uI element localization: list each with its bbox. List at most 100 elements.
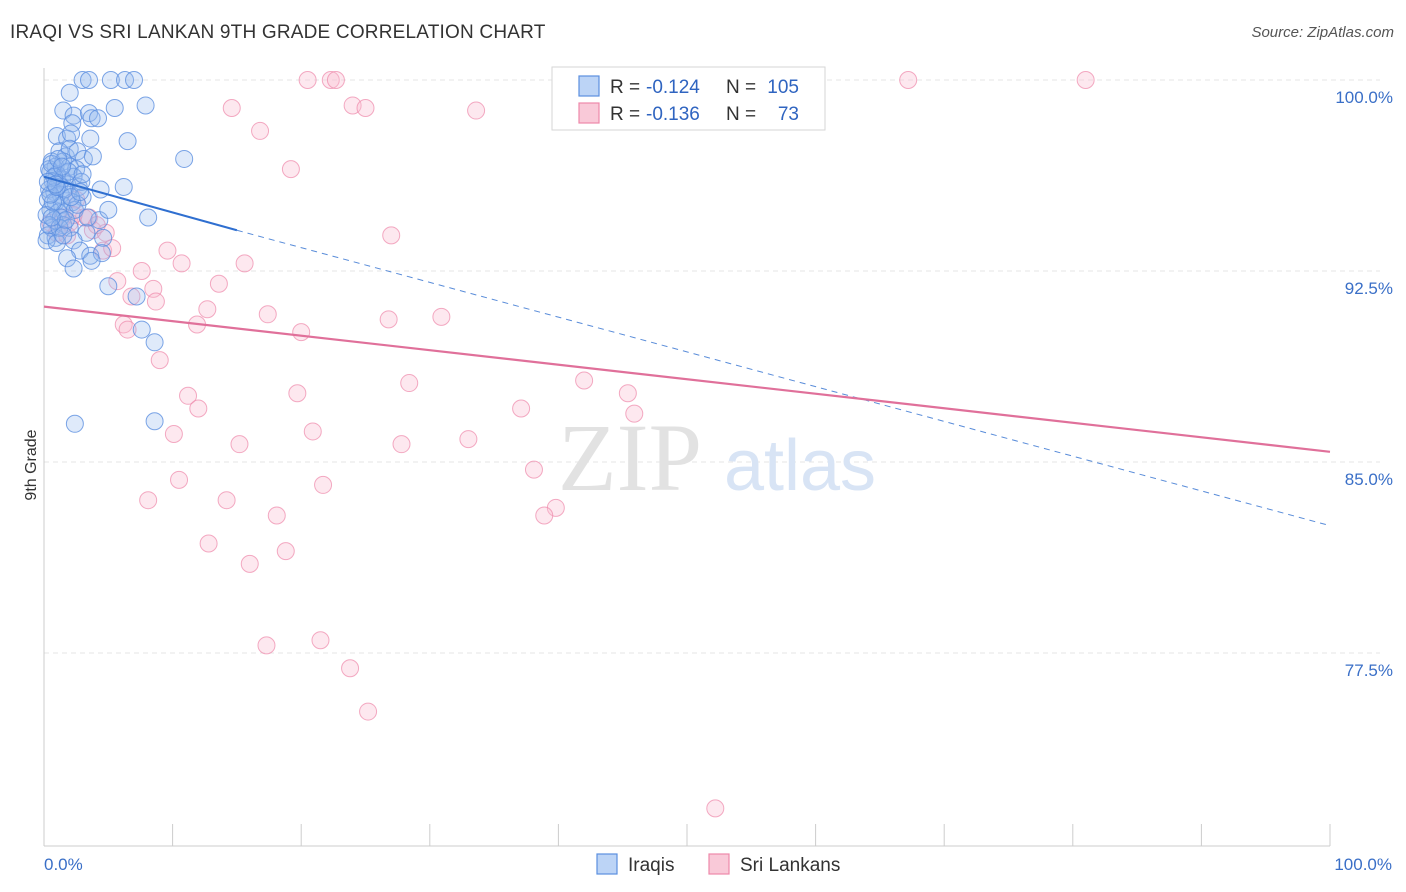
iraqis-point (132, 320, 151, 339)
iraqis-point (78, 208, 97, 227)
iraqis-point (145, 333, 164, 352)
iraqis-trend-line (43, 175, 238, 232)
iraqis-point (64, 106, 83, 125)
axes (43, 68, 1331, 847)
sri-lankans-point (240, 554, 259, 573)
legend-iraqis-r-value: -0.124 (646, 77, 700, 98)
legend-sri-lankans-n-value: 73 (778, 104, 799, 125)
iraqis-point (65, 414, 84, 433)
iraqis-point (90, 211, 109, 230)
sri-lankans-point (298, 71, 317, 89)
sri-lankans-point (432, 307, 451, 326)
sri-lankans-point (199, 534, 218, 553)
sri-lankans-point (618, 384, 637, 403)
iraqis-point (56, 211, 75, 230)
iraqis-point (139, 208, 158, 227)
legend-swatch-sri-lankans (578, 102, 600, 124)
iraqis-point (89, 109, 108, 128)
iraqis-point (58, 249, 77, 268)
x-tick-label-min: 0.0% (44, 855, 83, 874)
iraqis-point (60, 83, 79, 102)
sri-lankans-point (359, 702, 378, 721)
legend-sri-lankans-r-label: R = (610, 104, 640, 125)
sri-lankans-point (198, 300, 217, 319)
sri-lankans-point (257, 636, 276, 655)
sri-lankans-point (459, 430, 478, 449)
iraqis-point (136, 96, 155, 115)
bottom-legend: Iraqis Sri Lankans (596, 853, 840, 876)
sri-lankans-point (146, 292, 165, 311)
sri-lankans-point (292, 323, 311, 342)
sri-lankans-point (235, 254, 254, 273)
sri-lankans-point (467, 101, 486, 120)
iraqis-point (101, 71, 120, 89)
watermark-atlas: atlas (724, 426, 876, 506)
sri-lankans-trend-line (43, 305, 1331, 453)
y-tick-label-0: 100.0% (1335, 88, 1393, 107)
iraqis-point (81, 129, 100, 148)
sri-lankans-point (899, 71, 918, 89)
sri-lankans-point (1076, 71, 1095, 89)
sri-lankans-point (179, 386, 198, 405)
iraqis-point (175, 149, 194, 168)
sri-lankans-point (575, 371, 594, 390)
sri-lankans-point (209, 274, 228, 293)
sri-lankans-point (158, 241, 177, 260)
bottom-legend-iraqis: Iraqis (628, 855, 674, 876)
iraqis-point (54, 226, 73, 245)
sri-lankans-point (281, 160, 300, 179)
iraqis-point (127, 287, 146, 306)
iraqis-point (73, 71, 92, 89)
iraqis-point (47, 233, 66, 252)
iraqis-point (99, 277, 118, 296)
iraqis-point (82, 251, 101, 270)
legend-iraqis-r-label: R = (610, 77, 640, 98)
sri-lankans-point (341, 659, 360, 678)
sri-lankans-point (625, 404, 644, 423)
iraqis-point (105, 99, 124, 118)
iraqis-point (62, 124, 81, 143)
legend-swatch-iraqis (578, 75, 600, 97)
watermark-zip: ZIP (558, 404, 702, 511)
iraqis-point (92, 244, 111, 263)
iraqis-point (80, 71, 99, 89)
sri-lankans-point (258, 305, 277, 324)
iraqis-point (37, 231, 56, 250)
sri-lankans-point (524, 460, 543, 479)
x-tick-label-max: 100.0% (1334, 855, 1392, 874)
sri-lankans-point (222, 99, 241, 118)
series-iraqis (37, 71, 194, 433)
sri-lankans-point (103, 239, 122, 258)
watermark: ZIP atlas (558, 404, 876, 511)
sri-lankans-point (326, 71, 345, 89)
sri-lankans-point (356, 99, 375, 118)
legend-sri-lankans-r-value: -0.136 (646, 104, 700, 125)
iraqis-point (99, 200, 118, 219)
source-label: Source: ZipAtlas.com (1251, 24, 1394, 41)
iraqis-point (62, 188, 81, 207)
sri-lankans-point (170, 470, 189, 489)
iraqis-point (73, 165, 92, 184)
iraqis-point (118, 132, 137, 151)
sri-lankans-point (251, 121, 270, 140)
iraqis-trend-extension (236, 229, 1331, 527)
iraqis-point (82, 109, 101, 128)
chart-title: IRAQI VS SRI LANKAN 9TH GRADE CORRELATIO… (10, 22, 546, 43)
legend-box: R = -0.124 N = 105 R = -0.136 N = 73 (551, 66, 826, 131)
sri-lankans-point (288, 384, 307, 403)
iraqis-point (80, 104, 99, 123)
iraqis-point (94, 228, 113, 247)
legend-iraqis-n-value: 105 (767, 77, 799, 98)
sri-lankans-point (400, 374, 419, 393)
sri-lankans-point (303, 422, 322, 441)
sri-lankans-point (132, 262, 151, 280)
sri-lankans-point (150, 351, 169, 370)
sri-lankans-point (217, 491, 236, 510)
sri-lankans-point (230, 435, 249, 454)
iraqis-point (83, 147, 102, 166)
y-tick-labels: 100.0% 92.5% 85.0% 77.5% (1335, 88, 1393, 680)
sri-lankans-point (311, 631, 330, 650)
iraqis-point (116, 71, 135, 89)
iraqis-point (125, 71, 144, 89)
